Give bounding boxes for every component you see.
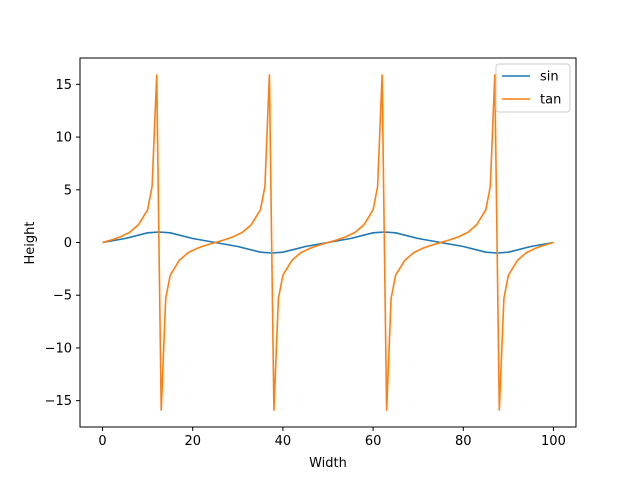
y-tick-label: 15	[55, 78, 72, 93]
x-tick-label: 40	[275, 434, 292, 449]
x-tick-label: 0	[98, 434, 106, 449]
y-axis-label: Height	[23, 222, 38, 265]
x-tick-label: 20	[184, 434, 201, 449]
x-tick-label: 100	[541, 434, 566, 449]
y-tick-label: 5	[64, 183, 72, 198]
series-layer	[102, 74, 554, 411]
y-tick-label: 0	[64, 236, 72, 251]
y-axis: −15 −10 −5 0 5 10 15	[45, 78, 80, 409]
y-tick-label: −5	[53, 289, 72, 304]
y-tick-label: −10	[45, 341, 72, 356]
legend: sin tan	[495, 63, 571, 113]
x-axis: 0 20 40 60 80 100	[98, 427, 566, 449]
y-tick-label: −15	[45, 394, 72, 409]
series-line-tan	[102, 74, 554, 411]
legend-label-sin: sin	[540, 70, 559, 85]
x-tick-label: 60	[365, 434, 382, 449]
y-tick-label: 10	[55, 131, 72, 146]
legend-label-tan: tan	[540, 93, 561, 108]
x-axis-label: Width	[309, 456, 347, 471]
x-tick-label: 80	[455, 434, 472, 449]
